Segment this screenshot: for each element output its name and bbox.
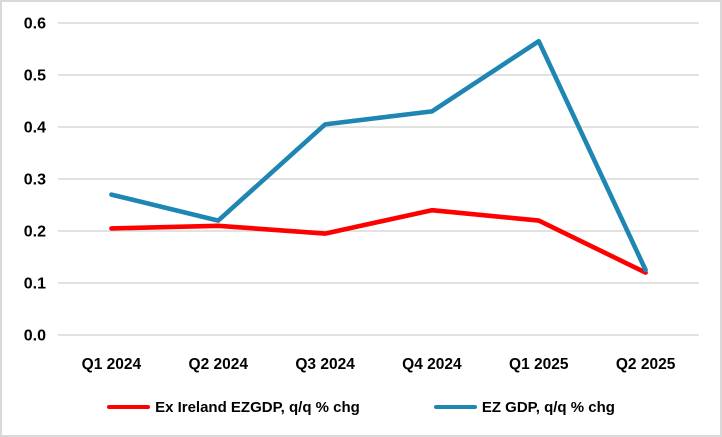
y-tick-label: 0.5 [24,68,46,85]
y-tick-label: 0.3 [24,172,46,189]
y-tick-label: 0.2 [24,224,46,241]
legend-label-ex-ireland: Ex Ireland EZGDP, q/q % chg [155,398,360,416]
x-tick-label: Q2 2025 [616,356,676,373]
x-tick-label: Q1 2024 [82,356,142,373]
y-tick-label: 0.6 [24,16,46,33]
y-tick-label: 0.1 [24,276,46,293]
legend-marker-ez-gdp [433,404,477,410]
x-tick-label: Q2 2024 [189,356,249,373]
x-tick-label: Q1 2025 [509,356,569,373]
series-line-ez-gdp [109,38,648,273]
series-line-ex-ireland [109,207,648,275]
y-tick-label: 0.4 [24,120,46,137]
x-tick-label: Q4 2024 [402,356,462,373]
legend-item-ex-ireland: Ex Ireland EZGDP, q/q % chg [107,399,360,416]
legend-label-ez-gdp: EZ GDP, q/q % chg [481,398,615,416]
legend-item-ez-gdp: EZ GDP, q/q % chg [433,398,615,416]
x-tick-label: Q3 2024 [295,356,355,373]
y-tick-label: 0.0 [24,328,46,345]
legend: Ex Ireland EZGDP, q/q % chg EZ GDP, q/q … [2,394,720,420]
legend-marker-ex-ireland [107,404,151,410]
